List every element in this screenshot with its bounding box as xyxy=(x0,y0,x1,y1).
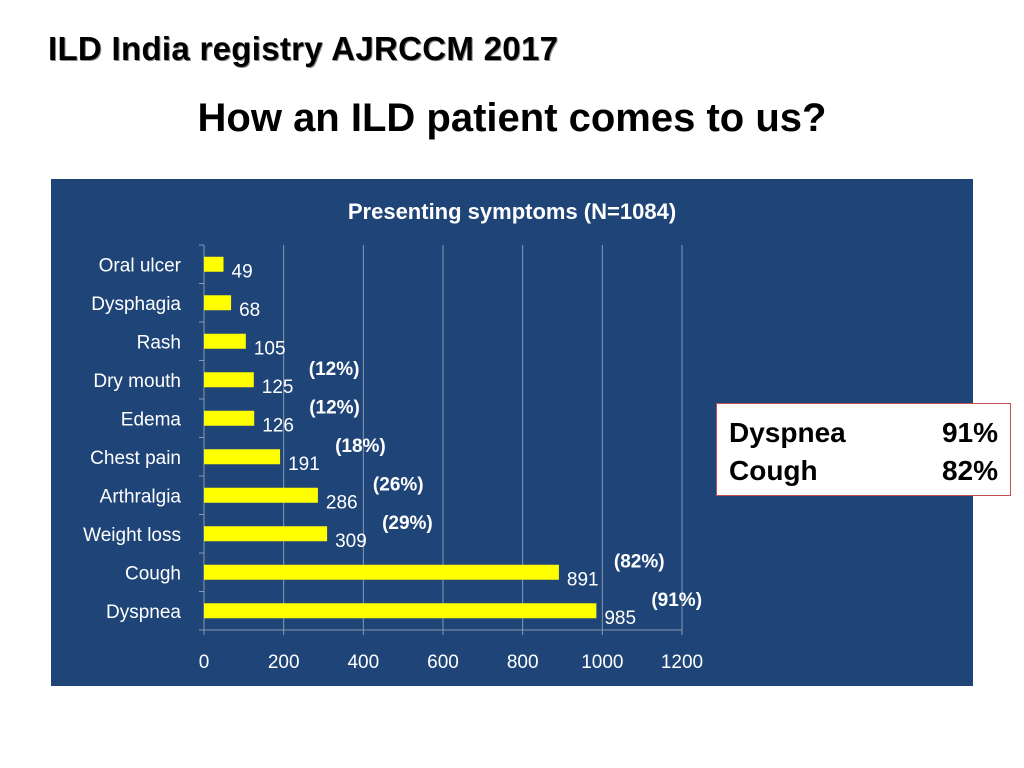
summary-row-dyspnea: Dyspnea 91% xyxy=(729,414,998,452)
slide-title: How an ILD patient comes to us? xyxy=(197,96,827,140)
bar xyxy=(204,256,224,272)
value-label: 891 xyxy=(567,569,599,590)
x-tick-label: 600 xyxy=(427,652,459,673)
value-label: 126 xyxy=(262,415,294,436)
value-label: 105 xyxy=(254,338,286,359)
summary-value: 82% xyxy=(941,455,998,486)
value-label: 49 xyxy=(232,261,253,282)
category-label: Edema xyxy=(121,409,182,430)
bar xyxy=(204,487,318,503)
category-label: Dysphagia xyxy=(91,294,181,315)
bar xyxy=(204,333,246,349)
x-tick-label: 1000 xyxy=(581,652,623,673)
category-label: Dry mouth xyxy=(93,371,181,392)
bar xyxy=(204,410,255,426)
category-label: Cough xyxy=(125,563,181,584)
bar xyxy=(204,295,232,311)
summary-label: Cough xyxy=(729,455,818,486)
bar xyxy=(204,564,559,580)
summary-box: Dyspnea 91% Cough 82% xyxy=(716,403,1011,496)
value-label: 309 xyxy=(335,531,367,552)
value-label: 286 xyxy=(326,492,358,513)
slide-heading: ILD India registry AJRCCM 2017 xyxy=(48,30,559,67)
x-tick-label: 0 xyxy=(199,652,210,673)
percent-label: (82%) xyxy=(614,551,665,572)
percent-label: (12%) xyxy=(309,397,360,418)
value-label: 985 xyxy=(604,608,636,629)
category-label: Dyspnea xyxy=(106,602,181,623)
bar xyxy=(204,603,597,619)
percent-label: (29%) xyxy=(382,513,433,534)
summary-row-cough: Cough 82% xyxy=(729,452,998,490)
x-tick-label: 200 xyxy=(268,652,300,673)
x-tick-label: 800 xyxy=(507,652,539,673)
summary-label: Dyspnea xyxy=(729,417,846,448)
bar xyxy=(204,372,254,388)
chart-title: Presenting symptoms (N=1084) xyxy=(348,199,676,224)
category-label: Weight loss xyxy=(83,525,181,546)
value-label: 125 xyxy=(262,377,294,398)
value-label: 68 xyxy=(239,300,260,321)
category-label: Rash xyxy=(137,332,181,353)
percent-label: (12%) xyxy=(309,359,360,380)
bar xyxy=(204,526,328,542)
x-tick-label: 400 xyxy=(347,652,379,673)
percent-label: (18%) xyxy=(335,436,386,457)
value-label: 191 xyxy=(288,454,320,475)
category-label: Oral ulcer xyxy=(99,255,182,276)
category-label: Arthralgia xyxy=(100,486,182,507)
presenting-symptoms-chart: Presenting symptoms (N=1084) 0 200 400 600 8… xyxy=(83,199,703,673)
category-label: Chest pain xyxy=(90,448,181,469)
summary-value: 91% xyxy=(941,417,998,448)
x-tick-label: 1200 xyxy=(661,652,703,673)
bar xyxy=(204,449,281,465)
percent-label: (91%) xyxy=(651,590,702,611)
percent-label: (26%) xyxy=(373,474,424,495)
